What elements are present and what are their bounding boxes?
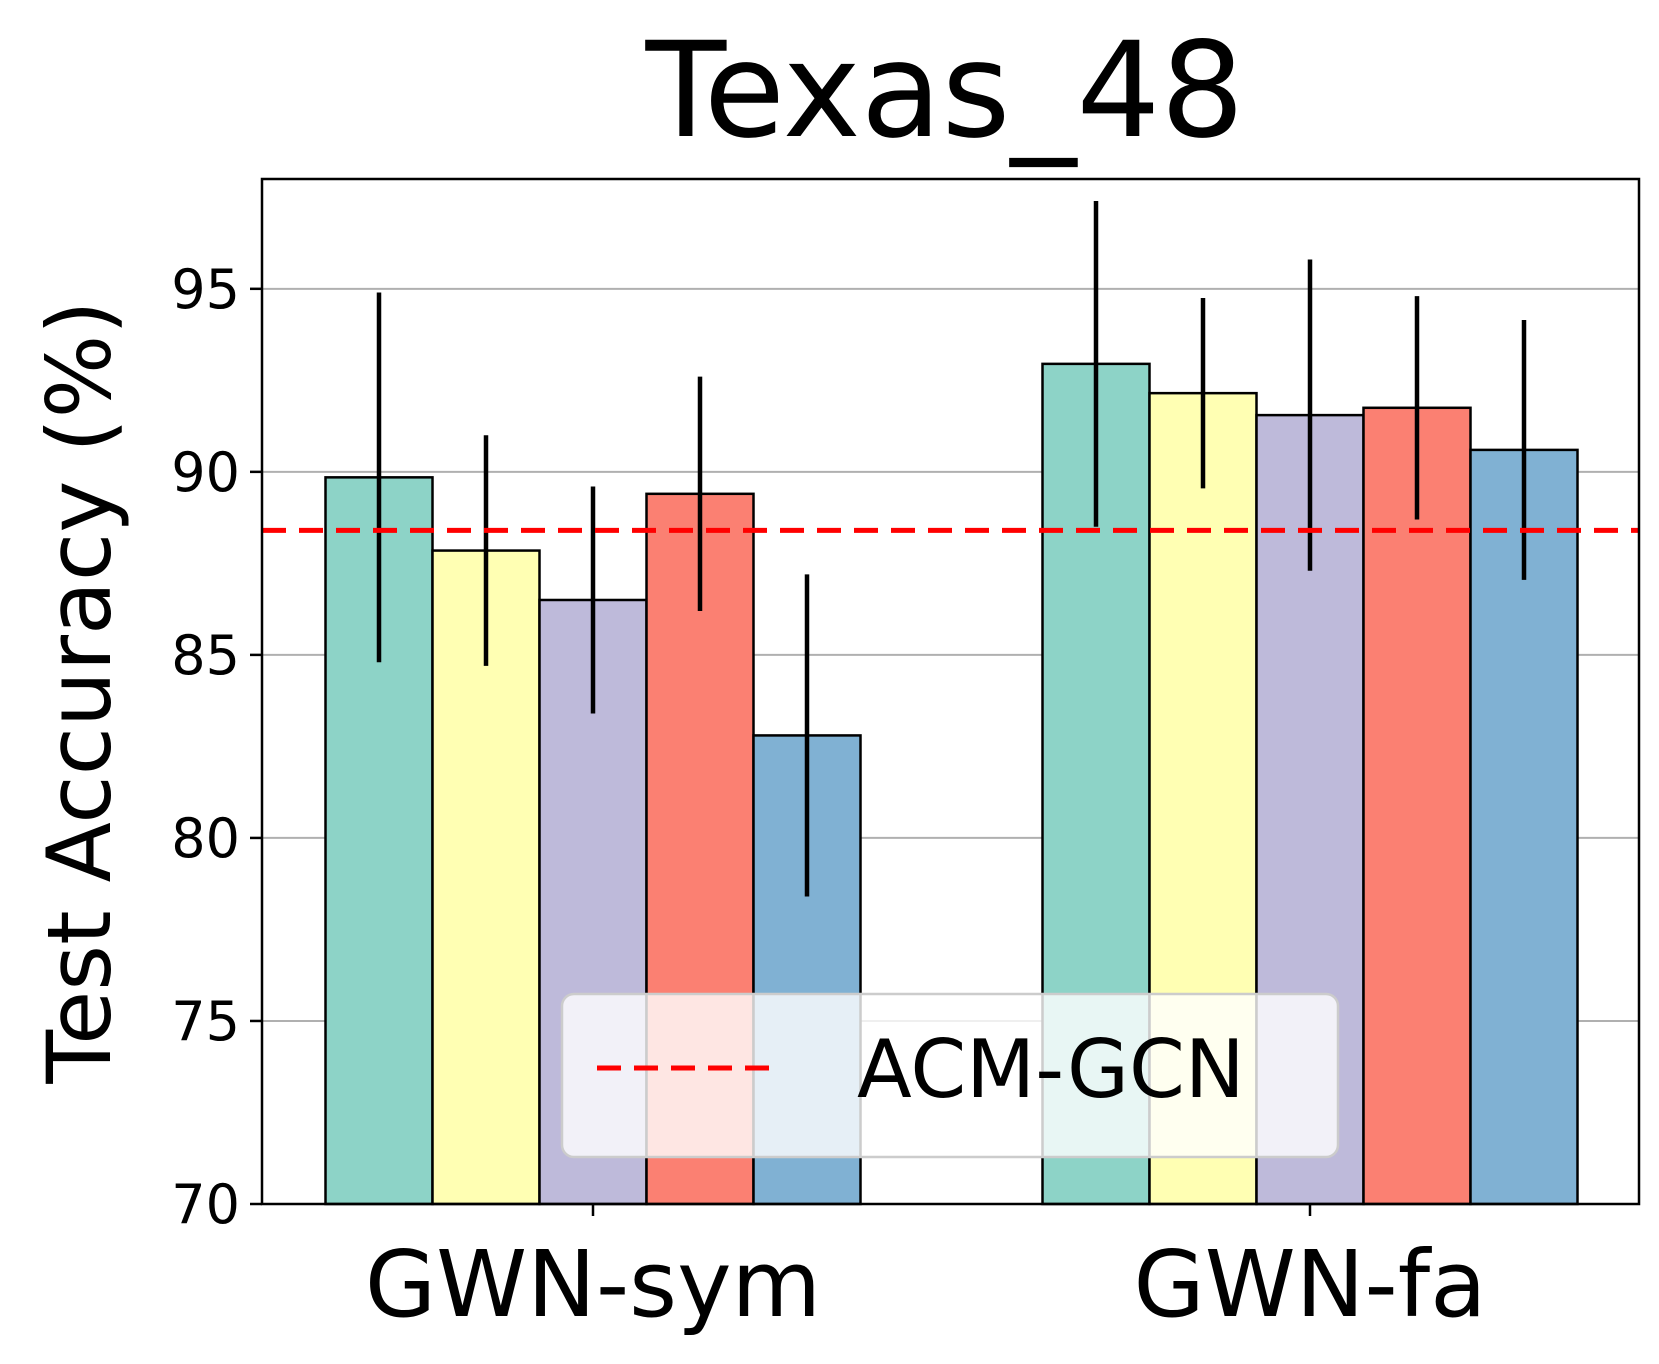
legend: ACM-GCN [560, 992, 1340, 1159]
bar-gwn-fa-s4 [1362, 406, 1472, 1206]
y-tick-label-85: 85 [171, 624, 240, 687]
x-axis: GWN-sym GWN-fa [365, 1204, 1487, 1338]
y-tick-label-80: 80 [171, 807, 240, 870]
y-tick-label-70: 70 [171, 1173, 240, 1236]
chart-title: Texas_48 [645, 14, 1245, 168]
y-axis-label: Test Accuracy (%) [28, 300, 131, 1084]
y-tick-label-90: 90 [171, 441, 240, 504]
error-bars [376, 200, 1527, 897]
bars [324, 362, 1579, 1206]
legend-box [560, 992, 1340, 1159]
legend-label-acm-gcn: ACM-GCN [857, 1023, 1245, 1116]
x-tick-label-gwn-fa: GWN-fa [1133, 1231, 1486, 1338]
y-tick-label-75: 75 [171, 990, 240, 1053]
x-tick-label-gwn-sym: GWN-sym [365, 1231, 821, 1338]
y-tick-label-95: 95 [171, 258, 240, 321]
y-axis: 70 75 80 85 90 95 [171, 258, 262, 1236]
plot-frame [260, 177, 1641, 1206]
